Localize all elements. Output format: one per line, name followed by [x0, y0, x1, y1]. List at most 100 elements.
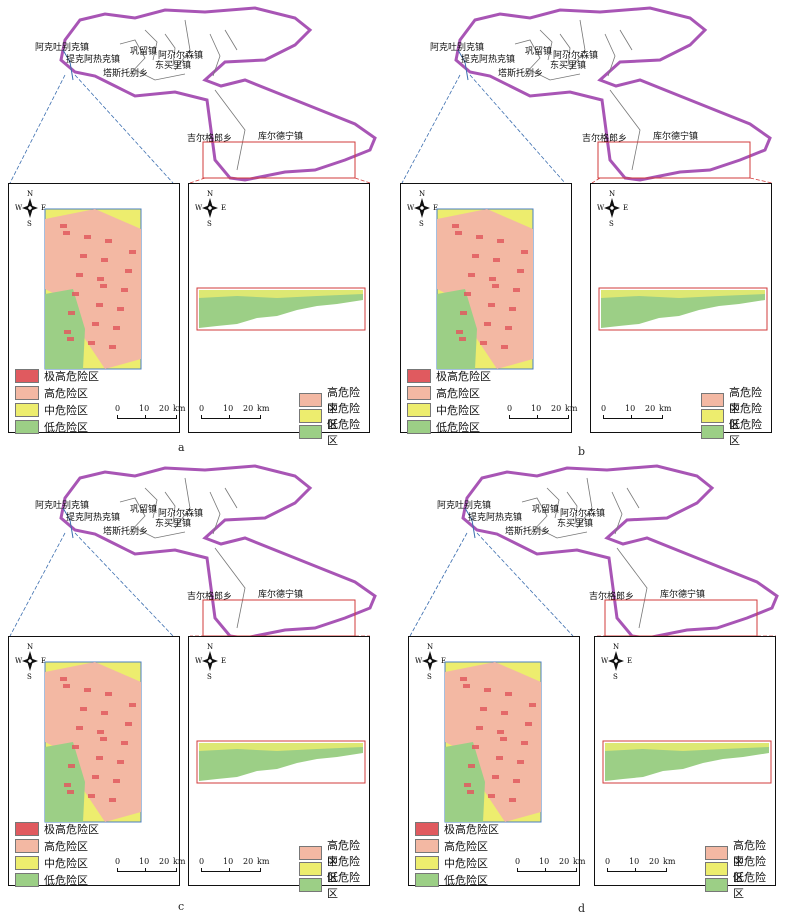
- scale-tick-label: 20: [243, 857, 254, 866]
- legend-item: 中危险区: [407, 402, 480, 418]
- legend-label: 低危险区: [733, 871, 766, 900]
- town-boundary: [174, 477, 191, 529]
- panel-letter: c: [178, 900, 185, 913]
- scale-bar: 0 10 20 km: [601, 404, 673, 424]
- scale-unit: km: [257, 857, 270, 866]
- legend-label: 高危险区: [327, 839, 360, 868]
- legend-item: 高危险区: [15, 385, 88, 401]
- town-label-guerge: 吉尔格郎乡: [187, 592, 233, 602]
- compass-w-label: W: [195, 204, 203, 212]
- town-boundary: [144, 29, 158, 61]
- scale-mid-tick: [635, 868, 636, 871]
- compass-n-label: N: [613, 643, 620, 651]
- town-boundary: [626, 487, 640, 509]
- scale-tick-label: 10: [531, 404, 542, 413]
- town-label-tikea: 提克阿热克镇: [468, 513, 523, 523]
- town-boundary: [209, 33, 221, 77]
- detail-box-west: N S W E 极高危险区 高危险区 中危险区 低危险区 0 10 20 km: [400, 183, 577, 434]
- legend-swatch: [299, 425, 322, 439]
- scale-bar: 0 10 20 km: [115, 404, 187, 424]
- legend-swatch: [701, 425, 724, 439]
- legend-item: 高危险区: [15, 838, 88, 854]
- compass-s-label: S: [207, 220, 212, 228]
- legend-swatch: [407, 403, 431, 417]
- legend-label: 中危险区: [444, 857, 488, 870]
- legend-swatch: [701, 393, 724, 407]
- scale-unit: km: [659, 404, 672, 413]
- town-label-kuerde: 库尔德宁镇: [258, 590, 304, 600]
- town-label-akto: 阿克吐别克镇: [437, 501, 492, 511]
- town-label-gongliu: 巩留镇: [525, 47, 553, 57]
- hazard-raster-west: [444, 661, 542, 823]
- town-boundary: [224, 29, 238, 51]
- legend-label: 低危险区: [327, 418, 360, 447]
- scale-tick-label: 10: [223, 857, 234, 866]
- town-boundary: [611, 491, 623, 535]
- legend-swatch: [15, 822, 39, 836]
- legend-item: 低危险区: [299, 416, 369, 448]
- scale-tick-label: 10: [629, 857, 640, 866]
- compass-s-label: S: [207, 673, 212, 681]
- legend-item: 极高危险区: [407, 368, 491, 384]
- scale-tick-label: 10: [223, 404, 234, 413]
- scale-bar: 0 10 20 km: [605, 857, 677, 877]
- town-boundary: [609, 89, 641, 171]
- legend-label: 极高危险区: [444, 823, 499, 836]
- town-label-guerge: 吉尔格郎乡: [589, 592, 635, 602]
- legend-swatch: [415, 873, 439, 887]
- legend-label: 中危险区: [327, 402, 360, 431]
- detail-box-east: N S W E 高危险区 中危险区 低危险区 0 10 20 km: [188, 183, 370, 447]
- town-boundary: [119, 497, 146, 533]
- scale-mid-tick: [545, 868, 546, 871]
- legend-label: 高危险区: [436, 387, 480, 400]
- legend-label: 低危险区: [327, 871, 360, 900]
- legend-swatch: [299, 846, 322, 860]
- compass-s-label: S: [613, 673, 618, 681]
- legend-label: 中危险区: [436, 404, 480, 417]
- scale-tick-label: 0: [605, 857, 611, 866]
- compass-n-label: N: [207, 643, 214, 651]
- scale-tick-label: 20: [649, 857, 660, 866]
- legend-swatch: [705, 862, 728, 876]
- scale-unit: km: [173, 857, 186, 866]
- legend-swatch: [705, 878, 728, 892]
- scale-bar-line: [201, 868, 261, 872]
- legend-swatch: [15, 856, 39, 870]
- town-boundary: [559, 33, 571, 67]
- legend-label: 极高危险区: [44, 370, 99, 383]
- legend-swatch: [299, 409, 322, 423]
- compass-e-label: E: [627, 657, 633, 665]
- legend-swatch: [299, 393, 322, 407]
- legend-label: 中危险区: [44, 857, 88, 870]
- scale-tick-label: 20: [159, 404, 170, 413]
- compass-w-label: W: [407, 204, 415, 212]
- panel-letter: b: [578, 445, 586, 458]
- hazard-raster-east: [196, 287, 366, 331]
- compass-w-label: W: [195, 657, 203, 665]
- town-label-gongliu: 巩留镇: [130, 505, 158, 515]
- hazard-raster-west: [44, 208, 142, 370]
- town-boundary: [119, 39, 146, 75]
- scale-bar: 0 10 20 km: [115, 857, 187, 877]
- legend-item: 低危险区: [15, 872, 88, 888]
- panel-letter: a: [178, 441, 185, 454]
- town-label-guerge: 吉尔格郎乡: [582, 134, 628, 144]
- town-boundary: [164, 491, 176, 525]
- compass-w-label: W: [15, 657, 23, 665]
- scale-tick-label: 10: [625, 404, 636, 413]
- scale-unit: km: [173, 404, 186, 413]
- compass-e-label: E: [623, 204, 629, 212]
- legend-item: 中危险区: [299, 853, 369, 885]
- town-label-guerge: 吉尔格郎乡: [187, 134, 233, 144]
- legend-swatch: [705, 846, 728, 860]
- town-label-tasituo: 塔斯托别乡: [505, 527, 551, 537]
- legend-label: 中危险区: [44, 404, 88, 417]
- legend-label: 中危险区: [733, 855, 766, 884]
- scale-tick-label: 10: [539, 857, 550, 866]
- scale-tick-label: 0: [115, 404, 121, 413]
- scale-bar-line: [603, 415, 663, 419]
